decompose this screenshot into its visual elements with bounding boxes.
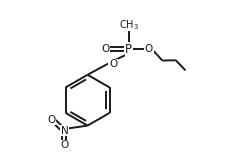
Text: CH$_3$: CH$_3$	[119, 19, 139, 32]
Text: O: O	[145, 44, 153, 54]
Text: P: P	[125, 43, 132, 56]
Text: O: O	[101, 44, 110, 54]
Text: O: O	[60, 140, 68, 150]
Text: N: N	[60, 126, 68, 136]
Text: O: O	[109, 59, 117, 69]
Text: O: O	[48, 115, 56, 125]
